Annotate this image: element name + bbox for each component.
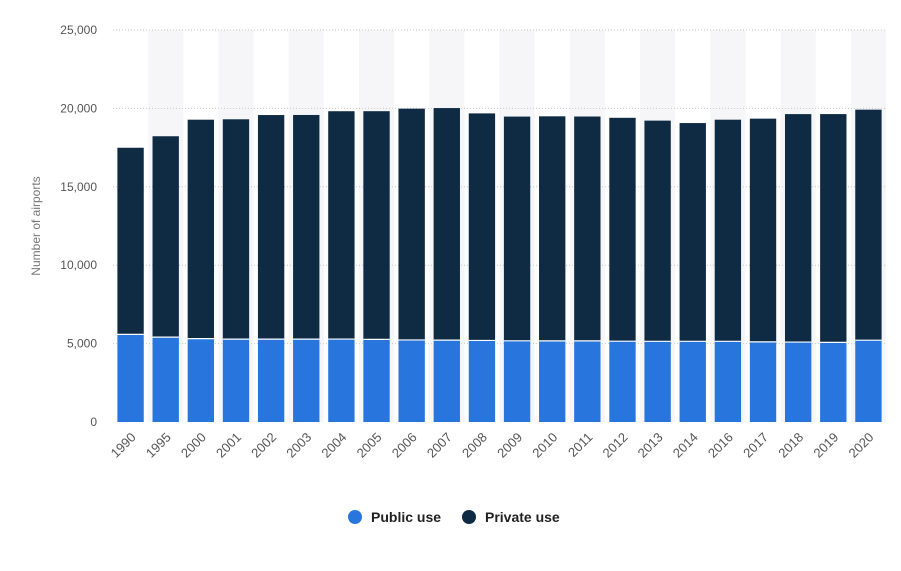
- legend-item-public-use[interactable]: Public use: [348, 509, 441, 525]
- y-tick-label-10000: 10,000: [60, 258, 97, 272]
- x-tick-label-2006: 2006: [389, 430, 420, 461]
- bar-private-use-2009[interactable]: [503, 116, 531, 341]
- bar-public-use-2007[interactable]: [433, 340, 460, 422]
- bar-public-use-2010[interactable]: [539, 340, 566, 422]
- x-tick-label-2013: 2013: [635, 430, 666, 461]
- y-axis-title: Number of airports: [29, 176, 43, 275]
- x-tick-label-2016: 2016: [705, 430, 736, 461]
- bar-public-use-2002[interactable]: [257, 339, 285, 422]
- bar-public-use-2006[interactable]: [398, 339, 425, 422]
- legend-label-public-use: Public use: [371, 509, 441, 525]
- bar-private-use-2005[interactable]: [363, 111, 390, 340]
- bar-private-use-2011[interactable]: [574, 116, 601, 341]
- bar-private-use-2002[interactable]: [257, 115, 285, 340]
- legend-swatch-public-use: [348, 510, 362, 524]
- x-tick-label-2014: 2014: [670, 430, 701, 461]
- x-tick-label-2019: 2019: [810, 430, 841, 461]
- x-tick-label-1990: 1990: [108, 430, 139, 461]
- x-tick-label-2002: 2002: [248, 430, 279, 461]
- bar-public-use-2013[interactable]: [644, 341, 671, 422]
- bar-private-use-2006[interactable]: [398, 108, 425, 340]
- bar-public-use-2005[interactable]: [363, 339, 390, 422]
- bar-private-use-2007[interactable]: [433, 108, 460, 341]
- bar-public-use-2017[interactable]: [749, 341, 777, 422]
- bar-private-use-2014[interactable]: [679, 123, 706, 342]
- x-tick-label-1995: 1995: [143, 430, 174, 461]
- bar-public-use-2019[interactable]: [820, 342, 847, 422]
- bar-private-use-1990[interactable]: [117, 147, 144, 335]
- y-tick-label-20000: 20,000: [60, 101, 97, 115]
- bar-public-use-1990[interactable]: [117, 334, 144, 422]
- legend-swatch-private-use: [462, 510, 476, 524]
- bar-public-use-2016[interactable]: [714, 341, 742, 422]
- x-axis-ticks: 1990 1995 2000 2001 2002 2003 2004 2005 2006 2007…: [108, 430, 877, 461]
- bar-public-use-2011[interactable]: [574, 340, 601, 422]
- y-tick-label-5000: 5,000: [67, 337, 97, 351]
- x-tick-label-2009: 2009: [494, 430, 525, 461]
- bar-private-use-2001[interactable]: [222, 119, 250, 340]
- bars: [117, 108, 882, 422]
- bar-private-use-2016[interactable]: [714, 119, 742, 342]
- x-tick-label-2005: 2005: [354, 430, 385, 461]
- bar-public-use-2003[interactable]: [293, 339, 320, 422]
- bar-public-use-2008[interactable]: [468, 340, 496, 422]
- x-tick-label-2000: 2000: [178, 430, 209, 461]
- y-tick-label-25000: 25,000: [60, 23, 97, 37]
- bar-private-use-2010[interactable]: [539, 116, 566, 341]
- x-tick-label-2008: 2008: [459, 430, 490, 461]
- bar-public-use-2018[interactable]: [784, 342, 812, 422]
- bar-private-use-2003[interactable]: [293, 114, 320, 340]
- y-tick-label-15000: 15,000: [60, 180, 97, 194]
- x-tick-label-2001: 2001: [213, 430, 244, 461]
- bar-private-use-2004[interactable]: [328, 111, 355, 340]
- bar-public-use-1995[interactable]: [152, 337, 179, 422]
- bar-public-use-2020[interactable]: [855, 340, 882, 422]
- bar-private-use-2018[interactable]: [784, 114, 812, 343]
- x-tick-label-2004: 2004: [318, 430, 349, 461]
- x-tick-label-2007: 2007: [424, 430, 455, 461]
- x-tick-label-2018: 2018: [775, 430, 806, 461]
- bar-public-use-2012[interactable]: [609, 341, 636, 422]
- x-tick-label-2017: 2017: [740, 430, 771, 461]
- bar-public-use-2014[interactable]: [679, 341, 706, 422]
- y-tick-label-0: 0: [90, 415, 97, 429]
- bar-private-use-2000[interactable]: [187, 119, 215, 339]
- y-axis-ticks: 0 5,000 10,000 15,000 20,000 25,000: [60, 23, 97, 429]
- bar-private-use-2019[interactable]: [820, 114, 847, 343]
- legend-label-private-use: Private use: [485, 509, 560, 525]
- x-tick-label-2011: 2011: [565, 430, 595, 460]
- bar-private-use-2020[interactable]: [855, 109, 882, 341]
- legend-item-private-use[interactable]: Private use: [462, 509, 560, 525]
- bar-public-use-2004[interactable]: [328, 339, 355, 422]
- bar-public-use-2001[interactable]: [222, 339, 250, 422]
- legend: Public use Private use: [348, 509, 560, 525]
- bar-private-use-2012[interactable]: [609, 117, 636, 342]
- x-tick-label-2003: 2003: [283, 430, 314, 461]
- bar-private-use-2017[interactable]: [749, 118, 777, 342]
- bar-private-use-2008[interactable]: [468, 113, 496, 341]
- x-tick-label-2010: 2010: [529, 430, 560, 461]
- x-tick-label-2012: 2012: [600, 430, 631, 461]
- bar-public-use-2009[interactable]: [503, 340, 531, 422]
- bar-private-use-2013[interactable]: [644, 120, 671, 342]
- bar-public-use-2000[interactable]: [187, 338, 215, 422]
- x-tick-label-2020: 2020: [845, 430, 876, 461]
- bar-private-use-1995[interactable]: [152, 136, 179, 338]
